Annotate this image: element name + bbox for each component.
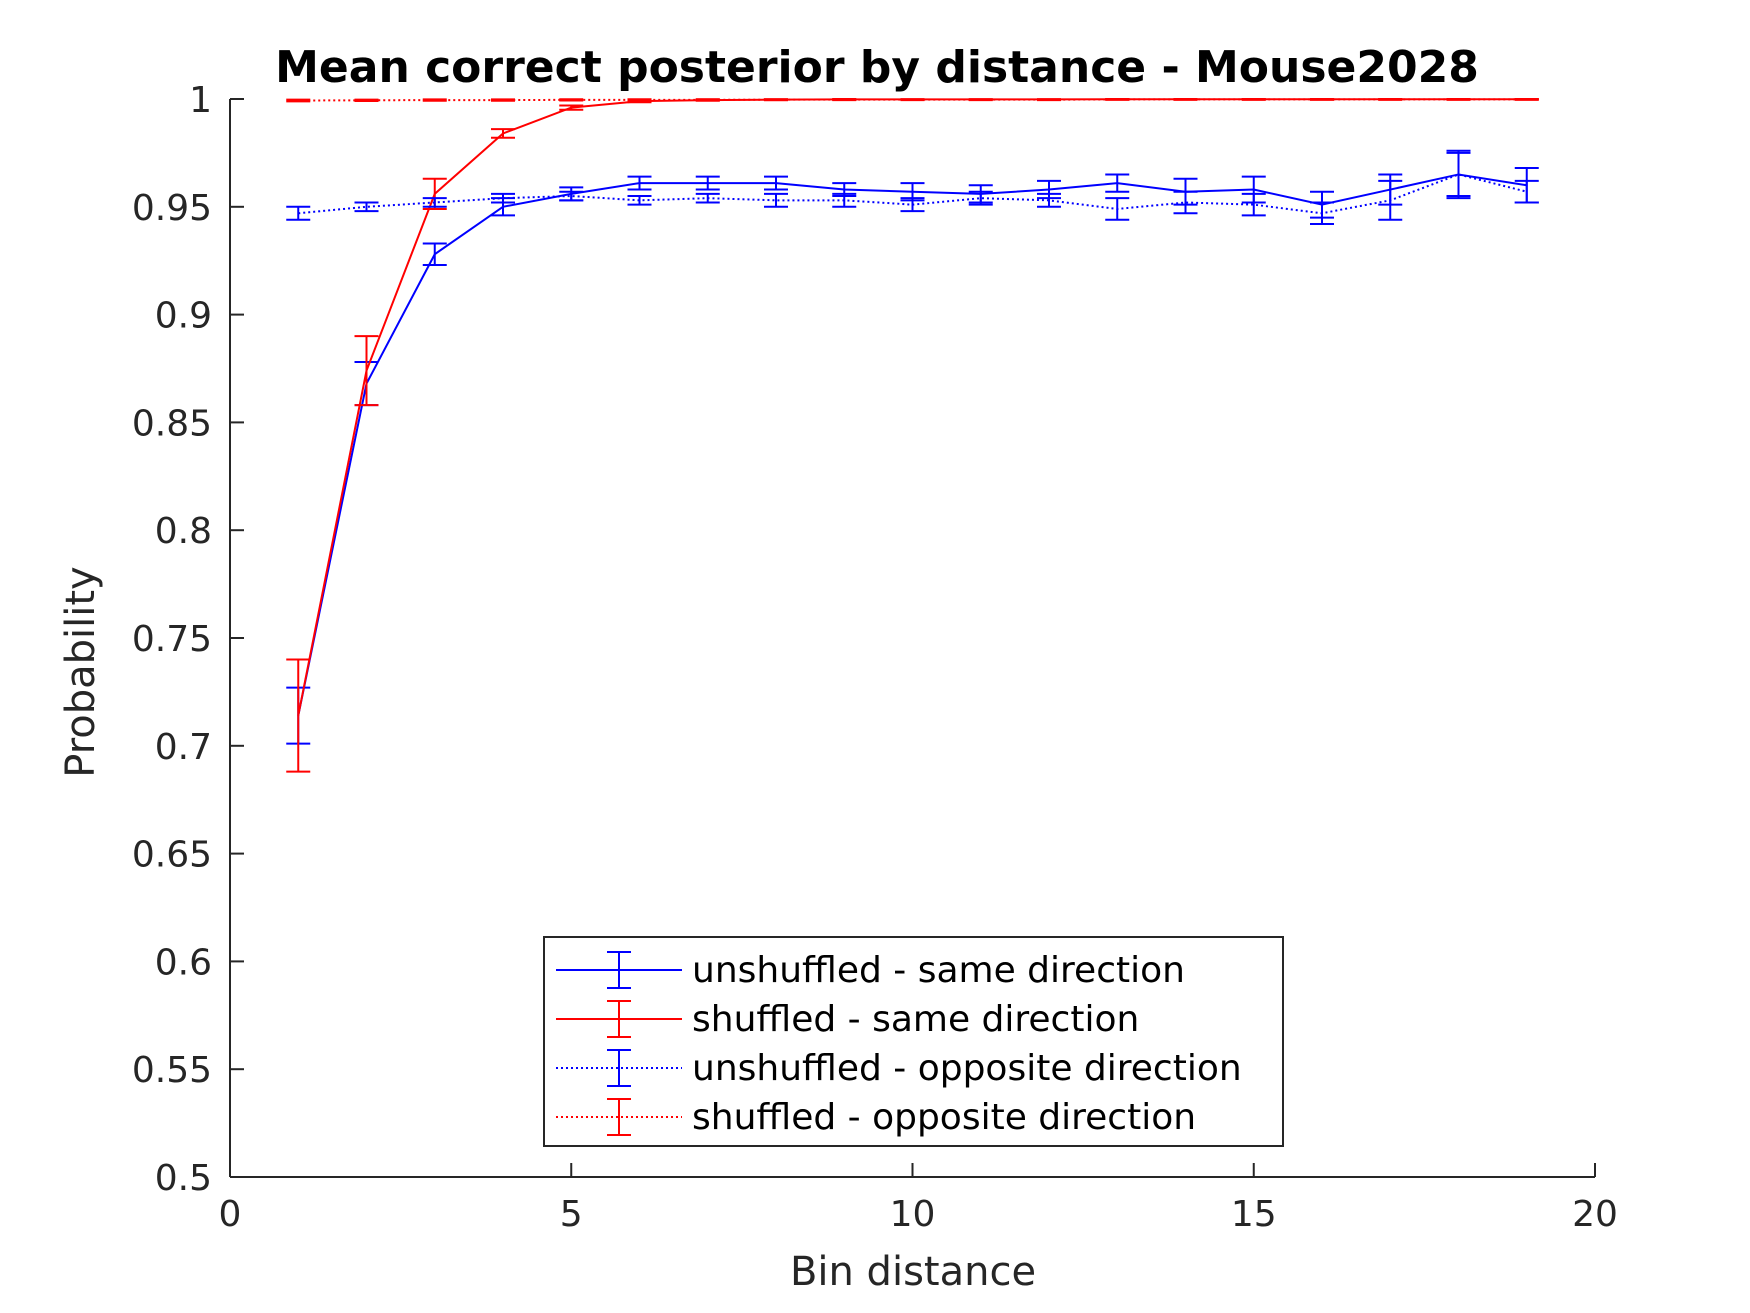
y-tick-label: 0.9: [155, 296, 212, 337]
legend-label: unshuffled - same direction: [692, 950, 1185, 991]
y-tick-label: 0.65: [132, 835, 212, 876]
x-tick-label: 0: [219, 1194, 242, 1235]
y-tick-label: 0.75: [132, 619, 212, 660]
x-axis-label: Bin distance: [790, 1249, 1036, 1295]
legend-entry: unshuffled - same direction: [556, 950, 1185, 991]
axes: 0 5 10 15 20 0.5 0.55 0.6 0.65 0.7 0.75 0.8 0.85 0.9 0…: [132, 80, 1618, 1235]
x-tick-label: 15: [1231, 1194, 1277, 1235]
plot-area: [286, 98, 1539, 773]
legend-label: shuffled - opposite direction: [692, 1097, 1196, 1138]
y-tick-label: 0.6: [155, 942, 212, 983]
x-tick-label: 5: [560, 1194, 583, 1235]
series-line: [297, 173, 1527, 716]
y-tick-label: 0.8: [155, 511, 212, 552]
series-group: [286, 149, 1539, 745]
legend-label: shuffled - same direction: [692, 999, 1139, 1040]
chart-title: Mean correct posterior by distance - Mou…: [275, 42, 1479, 93]
y-tick-label: 0.95: [132, 188, 212, 229]
legend-entry: shuffled - same direction: [556, 999, 1139, 1040]
legend-entry: unshuffled - opposite direction: [556, 1048, 1242, 1089]
legend: unshuffled - same direction shuffled - sa…: [543, 936, 1284, 1147]
legend-label: unshuffled - opposite direction: [692, 1048, 1242, 1089]
legend-box: [543, 936, 1284, 1147]
y-tick-label: 1: [189, 80, 212, 121]
y-tick-label: 0.7: [155, 727, 212, 768]
series-group: [286, 98, 1539, 103]
x-tick-label: 20: [1572, 1194, 1618, 1235]
series-group: [286, 151, 1539, 226]
y-tick-label: 0.85: [132, 403, 212, 444]
legend-entry: shuffled - opposite direction: [556, 1097, 1196, 1138]
y-axis-label: Probability: [58, 566, 104, 777]
x-tick-label: 10: [890, 1194, 936, 1235]
y-tick-label: 0.55: [132, 1050, 212, 1091]
y-tick-label: 0.5: [155, 1158, 212, 1199]
